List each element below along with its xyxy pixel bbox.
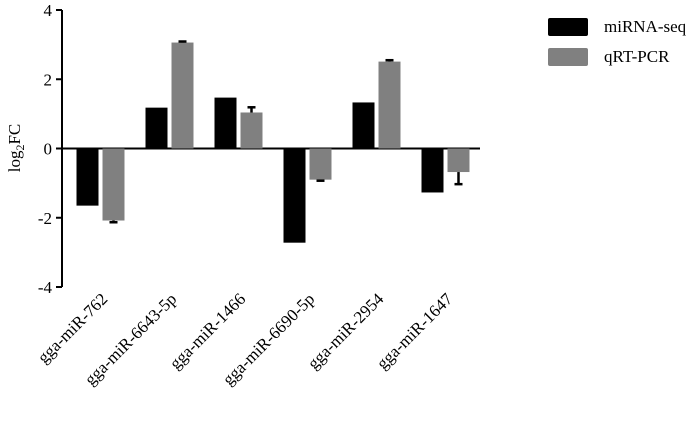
legend-swatch	[548, 48, 588, 66]
bar	[309, 148, 332, 180]
bar	[421, 148, 444, 193]
bar	[76, 148, 99, 206]
error-bar	[316, 179, 325, 182]
bar	[171, 42, 194, 149]
y-axis-label: log2FC	[5, 124, 27, 173]
bar	[240, 112, 263, 149]
legend-label: qRT-PCR	[604, 47, 670, 66]
y-label-part: log	[5, 150, 24, 172]
error-bar	[109, 220, 118, 224]
bar	[352, 102, 375, 149]
error-bar	[178, 40, 187, 43]
y-tick-label: -4	[38, 278, 53, 297]
legend-swatch	[548, 18, 588, 36]
error-bar	[247, 106, 256, 113]
bar	[378, 61, 401, 149]
bar	[447, 148, 470, 173]
bar	[102, 148, 125, 221]
y-label-sub: 2	[13, 145, 27, 151]
error-bar	[454, 172, 463, 186]
y-tick-label: 2	[44, 70, 53, 89]
bar	[283, 148, 306, 243]
y-label-part: FC	[5, 124, 24, 145]
error-bar	[385, 58, 394, 62]
bar	[214, 97, 237, 149]
y-tick-label: 4	[44, 1, 53, 20]
bar	[145, 107, 168, 149]
y-tick-label: 0	[44, 140, 53, 159]
legend-label: miRNA-seq	[604, 17, 687, 36]
y-tick-label: -2	[38, 209, 52, 228]
